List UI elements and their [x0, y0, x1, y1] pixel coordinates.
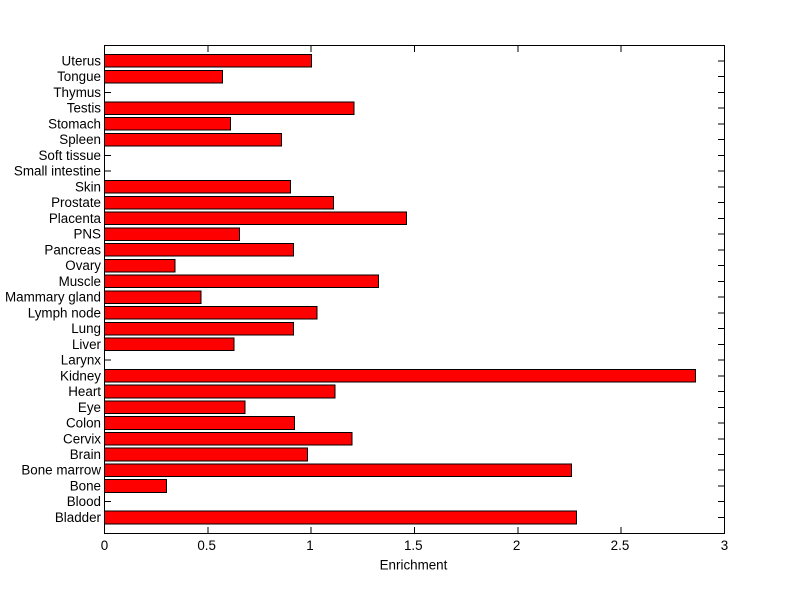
svg-text:0: 0 — [101, 538, 108, 553]
svg-text:1: 1 — [306, 538, 313, 553]
svg-text:Soft tissue: Soft tissue — [38, 148, 101, 163]
svg-text:Bone: Bone — [70, 478, 101, 493]
svg-text:Tongue: Tongue — [57, 69, 101, 84]
svg-text:Small intestine: Small intestine — [14, 164, 101, 179]
svg-text:Liver: Liver — [72, 337, 102, 352]
svg-text:Prostate: Prostate — [51, 195, 101, 210]
svg-text:Kidney: Kidney — [60, 368, 101, 383]
svg-text:Cervix: Cervix — [63, 431, 101, 446]
svg-text:Ovary: Ovary — [65, 258, 101, 273]
svg-text:Thymus: Thymus — [53, 85, 101, 100]
svg-text:0.5: 0.5 — [197, 538, 216, 553]
svg-text:Enrichment: Enrichment — [380, 557, 448, 572]
svg-text:Lymph node: Lymph node — [28, 305, 101, 320]
svg-text:Pancreas: Pancreas — [44, 242, 101, 257]
svg-text:Colon: Colon — [66, 416, 101, 431]
svg-text:Larynx: Larynx — [61, 353, 101, 368]
svg-text:2.5: 2.5 — [611, 538, 630, 553]
svg-text:Testis: Testis — [67, 101, 102, 116]
svg-text:Heart: Heart — [68, 384, 101, 399]
svg-text:Mammary gland: Mammary gland — [5, 290, 101, 305]
svg-text:PNS: PNS — [73, 227, 101, 242]
svg-text:Stomach: Stomach — [48, 116, 101, 131]
svg-text:2: 2 — [513, 538, 520, 553]
svg-text:1.5: 1.5 — [404, 538, 423, 553]
svg-text:Muscle: Muscle — [59, 274, 101, 289]
svg-text:Placenta: Placenta — [49, 211, 102, 226]
svg-text:Spleen: Spleen — [59, 132, 101, 147]
svg-text:Skin: Skin — [75, 179, 101, 194]
svg-text:Eye: Eye — [78, 400, 101, 415]
svg-text:Blood: Blood — [67, 494, 101, 509]
svg-text:Bladder: Bladder — [55, 510, 102, 525]
svg-text:Lung: Lung — [71, 321, 101, 336]
svg-text:Bone marrow: Bone marrow — [21, 463, 101, 478]
svg-text:3: 3 — [721, 538, 728, 553]
svg-text:Uterus: Uterus — [62, 53, 102, 68]
svg-text:Brain: Brain — [70, 447, 101, 462]
